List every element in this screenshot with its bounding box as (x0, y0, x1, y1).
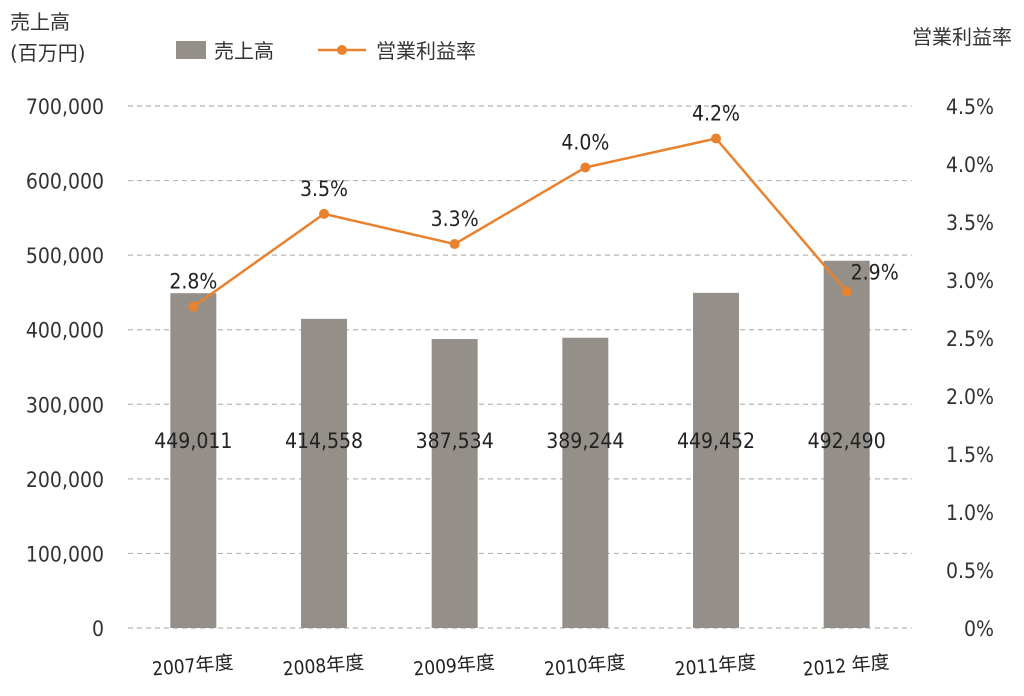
margin-point (841, 286, 852, 297)
right-tick-label: 2.0% (946, 385, 994, 409)
legend-line-marker (337, 45, 347, 55)
sales-value-label: 389,244 (546, 429, 624, 453)
sales-value-label: 449,011 (154, 429, 232, 453)
left-tick-label: 300,000 (26, 393, 104, 417)
right-tick-label: 3.5% (946, 211, 994, 235)
margin-line-path (192, 137, 848, 308)
sales-bar (431, 339, 478, 628)
left-tick-label: 200,000 (26, 468, 104, 492)
category-labels: 2007年度 2008年度 2009年度 2010年度 2011年度 2012 年度 (151, 651, 890, 680)
left-axis-title-line1: 売上高 (10, 10, 70, 34)
margin-value-label: 2.9% (851, 261, 899, 285)
category-label: 2010年度 (543, 652, 626, 681)
right-tick-label: 1.5% (946, 443, 994, 467)
sales-value-label: 449,452 (677, 429, 755, 453)
legend-bar-swatch (176, 41, 206, 59)
left-tick-label: 0 (92, 617, 104, 641)
sales-value-label: 414,558 (285, 429, 363, 453)
margin-point (449, 239, 460, 250)
margin-value-label: 4.2% (692, 101, 740, 125)
right-axis-ticks: 0% 0.5% 1.0% 1.5% 2.0% 2.5% 3.0% 3.5% 4.0% 4.5% (946, 95, 994, 641)
left-tick-label: 400,000 (26, 319, 104, 343)
margin-point (188, 301, 199, 312)
right-tick-label: 0% (964, 617, 994, 641)
category-label: 2012 年度 (802, 651, 891, 680)
left-tick-label: 700,000 (26, 95, 104, 119)
margin-value-label: 3.3% (431, 207, 479, 231)
margin-point (711, 133, 721, 144)
sales-bar-labels: 449,011 414,558 387,534 389,244 449,452 492,4… (154, 429, 885, 453)
right-tick-label: 2.5% (946, 327, 994, 351)
left-axis-title-line2: (百万円) (10, 41, 86, 65)
legend-bar-label: 売上高 (214, 39, 274, 63)
margin-point (319, 208, 329, 219)
right-axis-title: 営業利益率 (912, 25, 1012, 49)
left-tick-label: 500,000 (26, 244, 104, 268)
sales-bars (170, 260, 870, 628)
sales-bar (823, 260, 870, 628)
margin-point (580, 162, 591, 173)
right-tick-label: 0.5% (946, 559, 994, 583)
sales-bar (693, 292, 739, 628)
category-label: 2011年度 (674, 652, 757, 681)
sales-bar (170, 293, 217, 628)
margin-point-labels: 2.8% 3.5% 3.3% 4.0% 4.2% 2.9% (169, 101, 898, 293)
gridlines (128, 105, 912, 629)
category-label: 2008年度 (282, 652, 365, 681)
sales-value-label: 387,534 (416, 429, 494, 453)
left-tick-label: 600,000 (26, 170, 104, 194)
sales-bar (301, 318, 347, 628)
sales-bar (562, 337, 609, 628)
left-tick-label: 100,000 (26, 542, 104, 566)
left-axis-ticks: 0 100,000 200,000 300,000 400,000 500,000 600,… (26, 95, 104, 641)
margin-value-label: 3.5% (300, 177, 348, 201)
right-tick-label: 1.0% (946, 501, 994, 525)
margin-line (188, 133, 852, 312)
legend-line-label: 営業利益率 (376, 39, 476, 63)
right-tick-label: 4.0% (946, 153, 994, 177)
legend: 売上高 営業利益率 (176, 39, 476, 63)
right-tick-label: 4.5% (946, 95, 994, 119)
margin-value-label: 2.8% (169, 270, 217, 294)
category-label: 2007年度 (151, 652, 234, 681)
right-tick-label: 3.0% (946, 269, 994, 293)
sales-value-label: 492,490 (808, 429, 886, 453)
category-label: 2009年度 (413, 652, 496, 681)
margin-value-label: 4.0% (561, 130, 609, 154)
